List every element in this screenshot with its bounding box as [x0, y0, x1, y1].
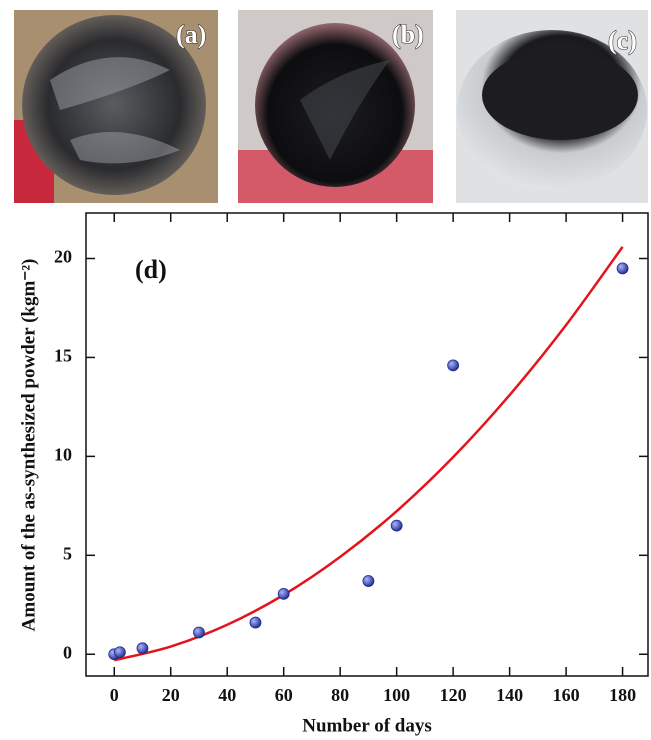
x-tick-label: 180 [609, 685, 636, 705]
panel-label: (b) [392, 20, 424, 49]
panel-label: (a) [176, 20, 206, 49]
fit-line [114, 247, 622, 660]
data-point [250, 617, 261, 628]
figure: (a) (b) (c) (d) Number of days Amount of… [0, 0, 651, 740]
y-tick-label: 15 [54, 346, 72, 366]
data-point [114, 647, 125, 658]
annotation: (d) [135, 255, 167, 284]
y-tick-label: 10 [54, 444, 72, 464]
x-tick-label: 80 [331, 685, 349, 705]
y-tick-label: 20 [54, 247, 72, 267]
x-tick-label: 160 [553, 685, 580, 705]
data-point [448, 360, 459, 371]
x-tick-label: 40 [218, 685, 236, 705]
y-tick-label: 0 [63, 642, 72, 662]
x-tick-label: 120 [440, 685, 467, 705]
data-point [363, 576, 374, 587]
data-point [617, 263, 628, 274]
x-tick-label: 20 [162, 685, 180, 705]
x-tick-label: 100 [383, 685, 410, 705]
y-tick-label: 5 [63, 543, 72, 563]
x-axis-label: Number of days [302, 715, 432, 736]
plot-frame [86, 213, 648, 676]
x-tick-label: 0 [110, 685, 119, 705]
panel-label: (c) [608, 26, 637, 55]
data-point [193, 627, 204, 638]
data-point [278, 588, 289, 599]
data-point [137, 643, 148, 654]
x-tick-label: 140 [496, 685, 523, 705]
data-point [391, 520, 402, 531]
y-axis-label: Amount of the as-synthesized powder (kgm… [18, 259, 39, 632]
x-tick-label: 60 [275, 685, 293, 705]
